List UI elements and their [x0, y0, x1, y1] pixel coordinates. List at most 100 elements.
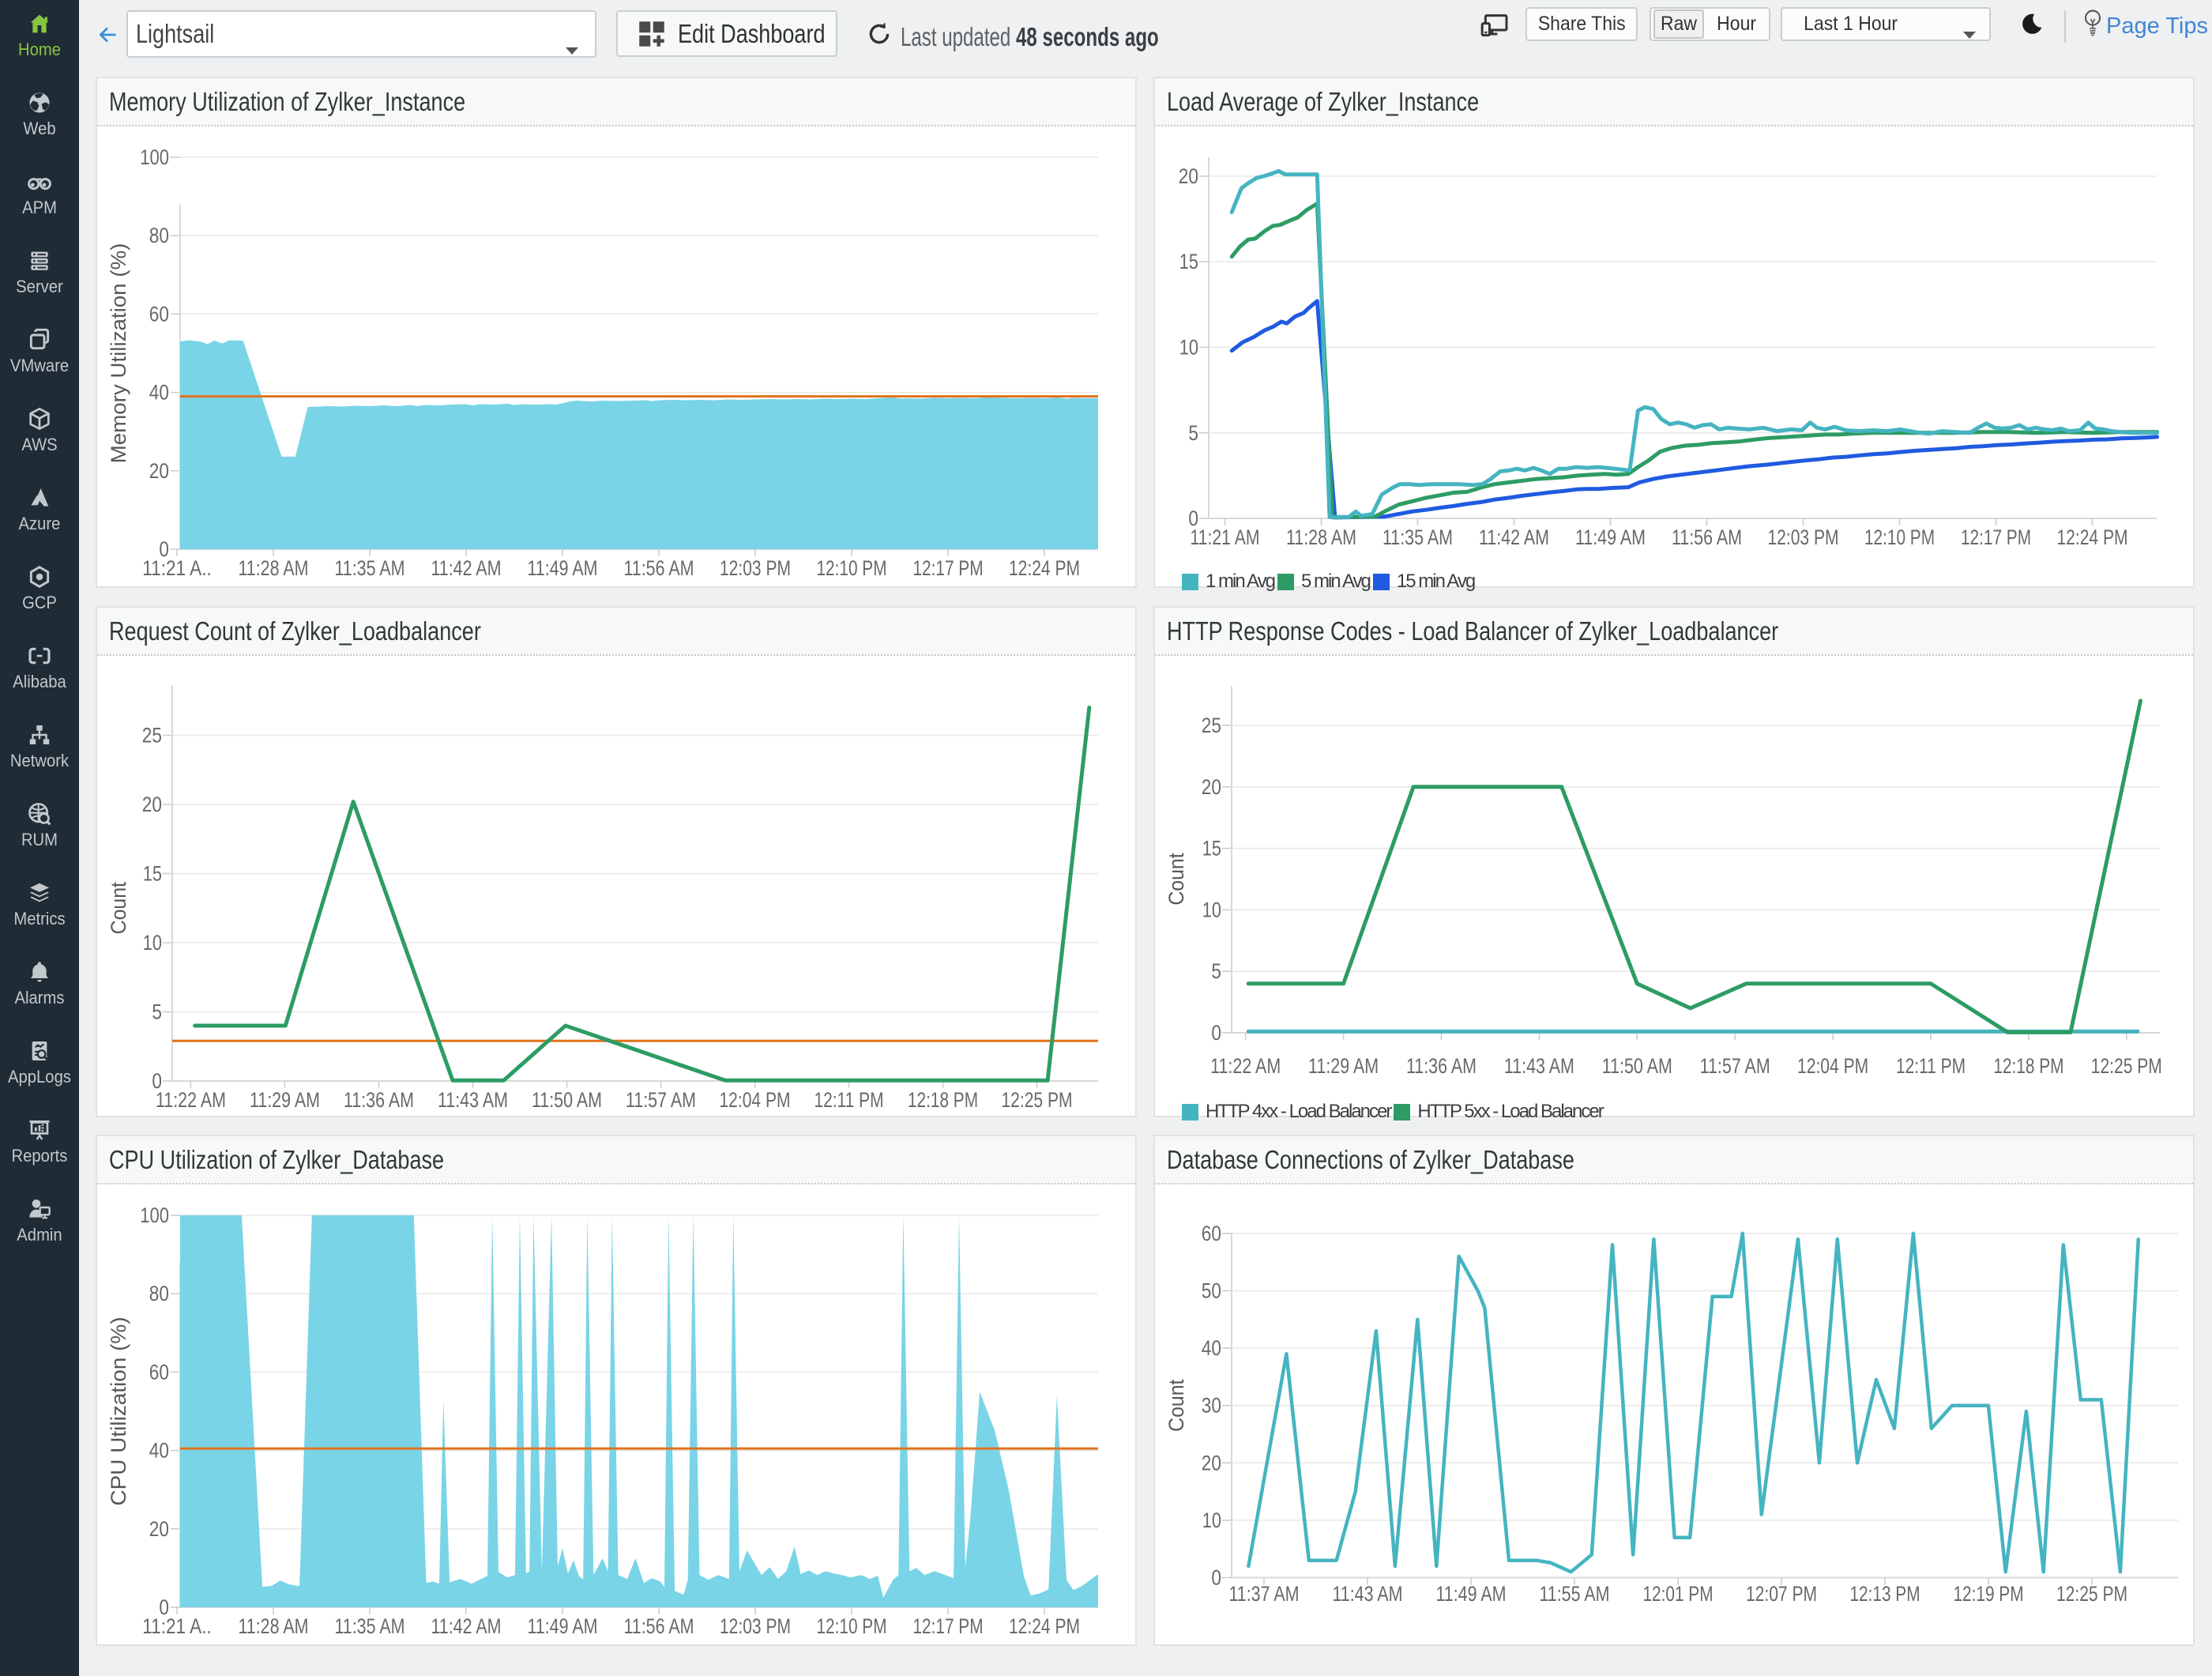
svg-text:11:36 AM: 11:36 AM [344, 1088, 414, 1112]
svg-text:80: 80 [149, 1282, 169, 1305]
svg-text:11:21 A..: 11:21 A.. [142, 1614, 212, 1638]
svg-text:100: 100 [140, 1203, 169, 1227]
svg-text:12:18 PM: 12:18 PM [1993, 1054, 2063, 1078]
svg-text:40: 40 [1202, 1336, 1221, 1360]
svg-text:12:25 PM: 12:25 PM [1001, 1088, 1072, 1112]
svg-text:11:50 AM: 11:50 AM [532, 1088, 602, 1112]
svg-text:11:49 AM: 11:49 AM [1435, 1582, 1506, 1606]
svg-text:11:28 AM: 11:28 AM [238, 1614, 308, 1638]
svg-text:12:25 PM: 12:25 PM [2056, 1582, 2127, 1606]
svg-text:40: 40 [149, 1439, 169, 1463]
svg-text:11:49 AM: 11:49 AM [1575, 525, 1646, 549]
svg-text:12:24 PM: 12:24 PM [1009, 1614, 1080, 1638]
svg-text:12:25 PM: 12:25 PM [2091, 1054, 2162, 1078]
svg-text:12:19 PM: 12:19 PM [1953, 1582, 2023, 1606]
svg-text:0: 0 [159, 537, 169, 561]
svg-text:20: 20 [149, 459, 169, 483]
svg-text:11:28 AM: 11:28 AM [238, 556, 308, 580]
svg-text:25: 25 [142, 724, 162, 748]
svg-text:12:10 PM: 12:10 PM [1864, 525, 1935, 549]
svg-text:5: 5 [1188, 421, 1198, 445]
svg-text:11:22 AM: 11:22 AM [156, 1088, 226, 1112]
svg-text:12:01 PM: 12:01 PM [1642, 1582, 1713, 1606]
svg-text:11:55 AM: 11:55 AM [1539, 1582, 1609, 1606]
svg-text:0: 0 [1211, 1566, 1221, 1590]
svg-text:0: 0 [1188, 507, 1198, 530]
svg-text:12:04 PM: 12:04 PM [719, 1088, 790, 1112]
svg-text:12:04 PM: 12:04 PM [1797, 1054, 1868, 1078]
svg-text:11:35 AM: 11:35 AM [1382, 525, 1453, 549]
svg-text:40: 40 [149, 381, 169, 405]
svg-text:Count: Count [1164, 1379, 1188, 1432]
svg-text:5: 5 [152, 1000, 162, 1024]
svg-text:11:35 AM: 11:35 AM [334, 556, 404, 580]
svg-text:11:37 AM: 11:37 AM [1228, 1582, 1299, 1606]
svg-text:12:13 PM: 12:13 PM [1849, 1582, 1920, 1606]
svg-text:12:11 PM: 12:11 PM [814, 1088, 883, 1112]
svg-text:11:42 AM: 11:42 AM [1479, 525, 1549, 549]
svg-text:12:17 PM: 12:17 PM [912, 556, 983, 580]
svg-text:60: 60 [149, 1360, 169, 1384]
svg-text:11:57 AM: 11:57 AM [1700, 1054, 1770, 1078]
svg-text:15: 15 [143, 862, 162, 886]
svg-text:11:35 AM: 11:35 AM [334, 1614, 404, 1638]
svg-text:11:36 AM: 11:36 AM [1406, 1054, 1477, 1078]
svg-text:20: 20 [1202, 1451, 1221, 1475]
svg-text:20: 20 [1202, 775, 1221, 799]
svg-text:11:50 AM: 11:50 AM [1602, 1054, 1672, 1078]
svg-text:50: 50 [1202, 1279, 1221, 1303]
svg-text:12:10 PM: 12:10 PM [816, 556, 886, 580]
svg-text:11:42 AM: 11:42 AM [431, 556, 501, 580]
svg-text:12:03 PM: 12:03 PM [720, 1614, 791, 1638]
svg-text:0: 0 [152, 1069, 162, 1093]
svg-text:11:29 AM: 11:29 AM [1308, 1054, 1379, 1078]
svg-text:10: 10 [143, 931, 162, 955]
svg-text:12:03 PM: 12:03 PM [1767, 525, 1838, 549]
svg-text:25: 25 [1202, 714, 1221, 737]
svg-text:CPU Utilization (%): CPU Utilization (%) [107, 1316, 130, 1505]
svg-text:12:24 PM: 12:24 PM [2056, 525, 2127, 549]
svg-text:Count: Count [107, 882, 130, 935]
svg-text:60: 60 [1202, 1222, 1221, 1245]
svg-text:12:03 PM: 12:03 PM [720, 556, 791, 580]
svg-text:11:56 AM: 11:56 AM [1672, 525, 1742, 549]
svg-text:80: 80 [149, 224, 169, 247]
svg-text:12:10 PM: 12:10 PM [816, 1614, 886, 1638]
svg-text:30: 30 [1202, 1394, 1221, 1418]
svg-text:0: 0 [1211, 1021, 1221, 1045]
svg-text:0: 0 [159, 1595, 169, 1619]
svg-text:Memory Utilization (%): Memory Utilization (%) [107, 243, 130, 464]
svg-text:11:42 AM: 11:42 AM [431, 1614, 501, 1638]
svg-text:11:21 AM: 11:21 AM [1190, 525, 1259, 549]
svg-text:11:49 AM: 11:49 AM [527, 1614, 597, 1638]
svg-text:100: 100 [140, 145, 169, 169]
svg-text:20: 20 [149, 1517, 169, 1541]
svg-text:15: 15 [1179, 250, 1198, 273]
svg-text:11:22 AM: 11:22 AM [1210, 1054, 1281, 1078]
svg-text:15: 15 [1202, 837, 1221, 861]
svg-text:10: 10 [1202, 1508, 1221, 1532]
svg-text:11:56 AM: 11:56 AM [623, 1614, 694, 1638]
svg-text:11:43 AM: 11:43 AM [438, 1088, 508, 1112]
svg-text:12:24 PM: 12:24 PM [1009, 556, 1080, 580]
svg-text:12:17 PM: 12:17 PM [1961, 525, 2031, 549]
svg-text:11:28 AM: 11:28 AM [1286, 525, 1356, 549]
svg-text:20: 20 [142, 793, 162, 816]
svg-text:10: 10 [1179, 336, 1198, 360]
svg-text:11:56 AM: 11:56 AM [623, 556, 694, 580]
svg-text:20: 20 [1179, 164, 1198, 188]
svg-text:12:18 PM: 12:18 PM [908, 1088, 978, 1112]
svg-text:12:17 PM: 12:17 PM [912, 1614, 983, 1638]
svg-text:11:57 AM: 11:57 AM [626, 1088, 696, 1112]
svg-text:12:07 PM: 12:07 PM [1746, 1582, 1817, 1606]
svg-text:11:43 AM: 11:43 AM [1332, 1582, 1402, 1606]
svg-text:11:21 A..: 11:21 A.. [142, 556, 212, 580]
svg-text:60: 60 [149, 302, 169, 326]
svg-text:5: 5 [1211, 959, 1221, 983]
svg-text:11:29 AM: 11:29 AM [250, 1088, 320, 1112]
svg-text:11:43 AM: 11:43 AM [1504, 1054, 1574, 1078]
svg-text:12:11 PM: 12:11 PM [1896, 1054, 1966, 1078]
svg-text:Count: Count [1164, 853, 1188, 906]
svg-text:10: 10 [1202, 898, 1221, 921]
svg-text:11:49 AM: 11:49 AM [527, 556, 597, 580]
